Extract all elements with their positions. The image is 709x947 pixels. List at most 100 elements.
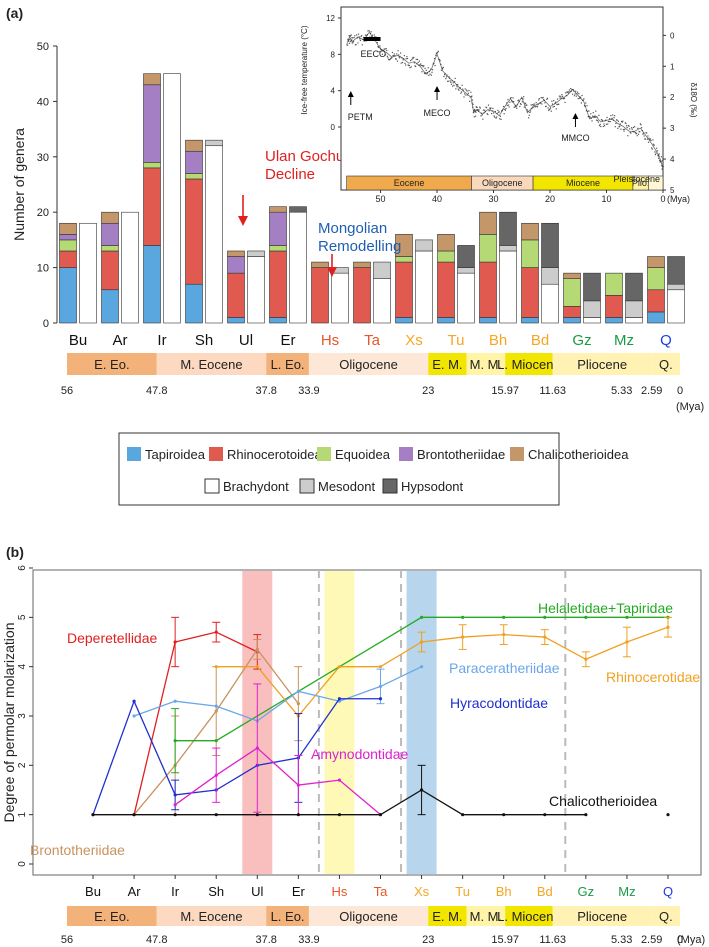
tsA-stage-label-oligocene: Oligocene	[339, 357, 398, 372]
inset-x-tick-label-20: 20	[545, 194, 555, 204]
bar-mesodont-bh	[499, 245, 517, 252]
point-paraceratheriidae-sh	[214, 704, 218, 708]
b-x-label-bd: Bd	[537, 884, 553, 899]
tsB-age-0: 0	[677, 934, 683, 946]
a-y-tick-label-10: 10	[37, 263, 49, 275]
tsA-age-2-59: 2.59	[641, 385, 662, 397]
point-rhinocerotidae-sh	[214, 665, 218, 669]
bar-rhinocerotoidea-xs	[395, 261, 413, 318]
bar-mesodont-mz	[625, 300, 643, 318]
a-x-label-mz: Mz	[614, 332, 634, 349]
point-amynodontidae-er	[296, 783, 300, 787]
b-x-label-ul: Ul	[251, 884, 263, 899]
tsB-age-2-59: 2.59	[641, 934, 662, 946]
b-y-axis-title: Degree of permolar molarization	[1, 623, 17, 823]
a-x-label-hs: Hs	[321, 332, 339, 349]
inset-epoch-label-miocene: Miocene	[566, 178, 600, 188]
inset-label-meco: MECO	[424, 108, 451, 118]
point-rhinocerotidae-bd	[543, 635, 547, 639]
a-x-label-sh: Sh	[195, 332, 213, 349]
label-amynodontidae: Amynodontidae	[311, 746, 409, 762]
bar-rhinocerotoidea-ar	[101, 250, 119, 291]
a-x-label-xs: Xs	[405, 332, 423, 349]
label-deperetellidae: Deperetellidae	[67, 630, 157, 646]
inset-x-unit: (Mya)	[667, 194, 690, 204]
point-brontotheriidae-ul	[255, 647, 259, 652]
legend-label-chalicotherioidea: Chalicotherioidea	[528, 447, 629, 462]
legend-label-brachydont: Brachydont	[223, 479, 289, 494]
panel-b-label: (b)	[6, 544, 24, 560]
tsB-stage-label-l-miocene: L. Miocene	[497, 909, 561, 924]
a-x-label-q: Q	[660, 332, 672, 349]
bar-brontotheriidae-ar	[101, 222, 119, 246]
point-rhinocerotidae-mz	[625, 640, 629, 644]
a-y-tick-label-50: 50	[37, 41, 49, 53]
point-brontotheriidae-er	[296, 702, 300, 706]
bar-tapiroidea-bu	[59, 267, 77, 324]
a-x-label-ul: Ul	[239, 332, 253, 349]
bar-tapiroidea-ul	[227, 317, 245, 324]
bar-brontotheriidae-sh	[185, 150, 203, 174]
inset-right-tick-label-2: 2	[670, 93, 675, 102]
tsB-age-56: 56	[61, 934, 73, 946]
series-amynodontidae	[173, 683, 383, 817]
label-rhinocerotidae: Rhinocerotidae	[606, 669, 700, 685]
b-band-hs	[324, 571, 355, 874]
tsA-stage-label-l-miocene: L. Miocene	[497, 357, 561, 372]
inset-label-petm: PETM	[348, 112, 373, 122]
tsB-stage-m-eocene	[156, 906, 267, 926]
inset-x-tick-label-30: 30	[489, 194, 499, 204]
point-paraceratheriidae-ta	[378, 684, 383, 689]
bar-tapiroidea-sh	[185, 283, 203, 324]
point-helaletidae-tapiridae-gz	[584, 615, 588, 619]
bar-chalicotherioidea-er	[269, 206, 287, 213]
bar-chalicotherioidea-ul	[227, 250, 245, 257]
b-x-label-gz: Gz	[578, 884, 595, 899]
tsB-age-11-63: 11.63	[539, 934, 566, 946]
b-x-label-bu: Bu	[85, 884, 101, 899]
label-chalicotherioidea: Chalicotherioidea	[549, 793, 657, 809]
inset-right-tick-label-3: 3	[670, 124, 675, 133]
bar-tapiroidea-q	[647, 311, 665, 324]
bar-rhinocerotoidea-hs	[311, 267, 329, 324]
tsB-stage-label-e-m: E. M.	[432, 909, 462, 924]
a-y-tick-label-30: 30	[37, 152, 49, 164]
line-hyracodontidae-0	[92, 698, 381, 815]
bar-equoidea-ir	[143, 162, 161, 169]
bar-mesodont-tu	[457, 267, 475, 274]
bar-chalicotherioidea-ir	[143, 73, 161, 86]
a-x-label-bh: Bh	[489, 332, 507, 349]
point-helaletidae-tapiridae-ir	[173, 739, 177, 743]
tsB-age-23: 23	[422, 934, 434, 946]
point-helaletidae-tapiridae-bh	[502, 615, 506, 619]
point-chalicotherioidea-ir	[173, 813, 177, 817]
bar-tapiroidea-er	[269, 317, 287, 324]
annotation-arrowhead-remodelling	[327, 267, 337, 277]
legend-label-rhinocerotoidea: Rhinocerotoidea	[227, 447, 322, 462]
tsB-stage-q	[651, 906, 680, 926]
bar-equoidea-q	[647, 267, 665, 291]
timescale-b: E. Eo. M. Eocene L. Eo. Oligocene E. M. M. M.…	[61, 906, 705, 946]
bar-rhinocerotoidea-q	[647, 289, 665, 313]
b-y-tick-label-3: 3	[17, 713, 28, 719]
inset-label-eeco: EECO	[360, 49, 386, 59]
bar-tapiroidea-xs	[395, 317, 413, 324]
bar-brachydont-ar	[121, 211, 139, 324]
point-helaletidae-tapiridae-tu	[461, 615, 465, 619]
point-chalicotherioidea-xs	[419, 788, 424, 792]
bar-chalicotherioidea-q	[647, 256, 665, 268]
point-chalicotherioidea-tu	[461, 813, 465, 817]
bar-rhinocerotoidea-bu	[59, 250, 77, 268]
bar-rhinocerotoidea-bh	[479, 261, 497, 318]
tsB-stage-pliocene	[552, 906, 652, 926]
tsA-stage-l-miocene	[505, 353, 553, 375]
point-helaletidae-tapiridae-xs	[419, 615, 424, 619]
line-rhinocerotidae-0	[216, 626, 669, 718]
point-chalicotherioidea-bu	[91, 813, 95, 817]
b-band-xs	[406, 571, 437, 874]
b-x-label-hs: Hs	[331, 884, 347, 899]
bar-equoidea-ar	[101, 245, 119, 252]
timescale-a: E. Eo. M. Eocene L. Eo. Oligocene E. M. M. M.…	[61, 353, 704, 413]
bar-hypsodont-tu	[457, 245, 475, 268]
